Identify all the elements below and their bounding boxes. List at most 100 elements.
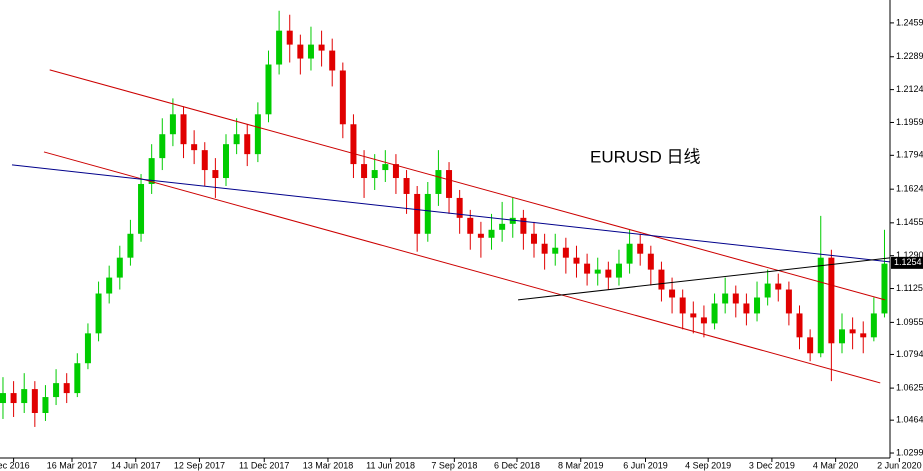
candle-body: [679, 297, 686, 314]
trend-line: [11, 164, 890, 263]
x-tick-label: 6 Jun 2019: [623, 460, 668, 470]
x-tick-label: 2 Jun 2020: [877, 460, 922, 470]
y-tick-label: 1.1624: [896, 184, 923, 194]
candle-body: [435, 170, 442, 194]
y-tick-label: 1.2289: [896, 51, 923, 61]
candle-body: [42, 397, 49, 413]
candle-body: [467, 217, 474, 234]
candle-body: [807, 337, 814, 354]
candle-body: [382, 164, 389, 171]
candle-body: [541, 243, 548, 254]
x-tick-label: 4 Mar 2020: [813, 460, 859, 470]
candle-body: [775, 283, 782, 290]
candle-body: [84, 333, 91, 364]
candle-body: [849, 329, 856, 334]
candle-body: [870, 313, 877, 338]
x-tick-label: 3 Dec 2019: [749, 460, 795, 470]
x-tick-label: 13 Mar 2018: [303, 460, 354, 470]
candle-body: [796, 313, 803, 338]
candle-body: [488, 229, 495, 238]
candle-body: [615, 263, 622, 278]
candle-body: [605, 269, 612, 278]
candle-body: [711, 303, 718, 324]
candle-body: [191, 144, 198, 151]
candle-body: [690, 313, 697, 318]
x-tick-label: 16 Mar 2017: [47, 460, 98, 470]
trend-line: [49, 69, 886, 301]
candle-body: [499, 223, 506, 230]
candle-body: [552, 247, 559, 254]
candle-body: [626, 243, 633, 264]
x-tick-label: 4 Sep 2019: [685, 460, 731, 470]
price-label: 1.1254: [894, 257, 922, 267]
candle-body: [456, 197, 463, 218]
x-tick-label: ec 2016: [0, 460, 30, 470]
candle-body: [307, 44, 314, 59]
candle-body: [148, 158, 155, 184]
candle-body: [562, 247, 569, 258]
candle-body: [223, 144, 230, 179]
candle-body: [244, 134, 251, 155]
candle-body: [21, 389, 28, 404]
candle-body: [637, 243, 644, 254]
y-tick-label: 1.1455: [896, 217, 923, 227]
x-tick-label: 6 Dec 2018: [494, 460, 540, 470]
candle-body: [594, 269, 601, 274]
candle-body: [414, 193, 421, 234]
candle-body: [732, 293, 739, 304]
candle-body: [371, 170, 378, 179]
candle-body: [233, 134, 240, 145]
candle-body: [838, 329, 845, 344]
candle-body: [785, 289, 792, 314]
y-tick-label: 1.1959: [896, 117, 923, 127]
candle-body: [828, 257, 835, 344]
candle-body: [276, 30, 283, 65]
candle-body: [318, 44, 325, 51]
annotation: EURUSD 日线: [590, 147, 701, 166]
candle-body: [116, 257, 123, 278]
candle-body: [658, 269, 665, 290]
candle-body: [53, 383, 60, 398]
candle-body: [860, 333, 867, 338]
candle-body: [573, 257, 580, 264]
price-label-box: [891, 256, 923, 269]
x-tick-label: 11 Dec 2017: [239, 460, 289, 470]
x-tick-label: 14 Jun 2017: [111, 460, 161, 470]
x-tick-label: 11 Jun 2018: [366, 460, 415, 470]
y-tick-label: 1.2459: [896, 17, 923, 27]
candle-body: [881, 263, 888, 314]
candle-body: [159, 134, 166, 159]
candle-body: [531, 233, 537, 244]
x-tick-label: 12 Sep 2017: [174, 460, 225, 470]
candle-body: [477, 233, 484, 238]
candle-body: [286, 30, 293, 45]
candle-body: [201, 150, 208, 171]
y-tick-label: 1.0464: [896, 415, 923, 425]
candle-body: [297, 44, 304, 59]
y-tick-label: 1.1794: [896, 150, 923, 160]
candle-body: [212, 170, 219, 179]
y-tick-label: 1.0794: [896, 349, 923, 359]
candle-body: [361, 164, 368, 179]
candle-body: [584, 263, 591, 274]
candle-body: [647, 253, 654, 270]
candle-body: [138, 183, 145, 234]
candle-body: [424, 193, 431, 234]
y-tick-label: 1.0955: [896, 317, 923, 327]
candle-body: [254, 114, 261, 155]
candle-body: [350, 124, 357, 165]
y-tick-label: 1.1290: [896, 250, 923, 260]
x-tick-label: 7 Sep 2018: [431, 460, 477, 470]
candle-body: [446, 170, 453, 198]
candle-body: [669, 289, 676, 298]
candle-body: [509, 217, 516, 224]
candle-body: [0, 393, 6, 404]
y-tick-label: 1.1125: [896, 283, 923, 293]
candle-body: [392, 164, 399, 179]
candle-body: [754, 297, 761, 314]
candle-body: [180, 114, 187, 145]
candle-body: [169, 114, 176, 135]
candle-body: [74, 363, 81, 394]
x-tick-label: 8 Mar 2019: [558, 460, 604, 470]
